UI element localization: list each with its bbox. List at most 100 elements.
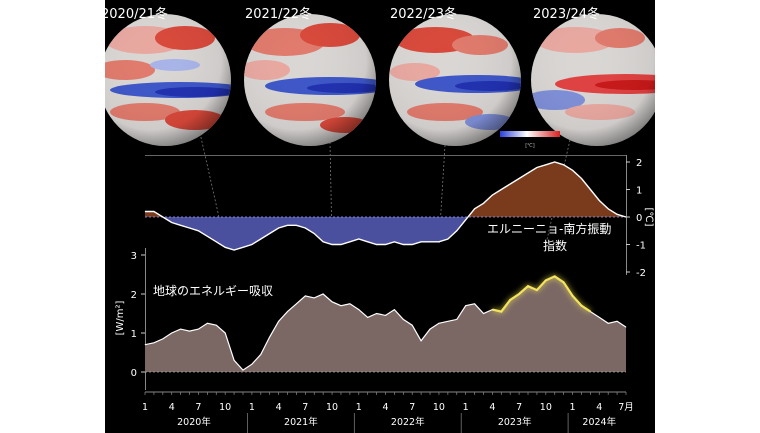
enso-point	[598, 200, 600, 201]
energy-point	[224, 332, 226, 334]
enso-point	[296, 224, 297, 226]
energy-point	[590, 311, 591, 312]
enso-point	[483, 202, 484, 204]
enso-point	[465, 219, 466, 221]
x-tick-label: 7	[302, 402, 308, 413]
enso-point	[260, 238, 262, 240]
energy-point	[598, 317, 600, 318]
x-tick-label: 1	[356, 402, 362, 413]
energy-point	[563, 282, 564, 283]
energy-point	[144, 344, 146, 346]
enso-point	[563, 164, 564, 166]
energy-point	[340, 305, 342, 307]
x-tick-label: 1	[249, 402, 255, 413]
energy-absorption-chart: 0 1 2 3 [W/m²] 地球のエネルギー吸収	[115, 248, 627, 390]
x-tick-label: 1	[142, 402, 148, 413]
globe-2023-24	[531, 14, 655, 146]
x-year-label: 2020年	[177, 416, 211, 428]
energy-point	[260, 354, 262, 355]
energy-point	[572, 295, 573, 297]
enso-point	[438, 241, 440, 243]
enso-point	[474, 208, 475, 210]
energy-point	[385, 315, 386, 316]
x-tick-label: 4	[169, 402, 175, 413]
x-year-label: 2024年	[582, 416, 616, 428]
energy-highlight-line	[492, 275, 592, 313]
energy-point	[376, 313, 377, 314]
colorbar-unit: [℃]	[525, 143, 535, 149]
energy-point	[625, 326, 627, 328]
enso-negative-area	[145, 217, 626, 250]
globe-maps: [℃]	[105, 14, 655, 149]
enso-point	[215, 241, 217, 243]
enso-point	[349, 241, 351, 243]
energy-point	[242, 369, 244, 371]
energy-ytick-label: 2	[131, 290, 137, 301]
x-year-label: 2021年	[284, 416, 318, 428]
enso-point	[153, 211, 155, 212]
energy-point	[162, 338, 164, 340]
energy-point	[474, 303, 475, 305]
enso-point	[278, 227, 279, 229]
enso-point	[509, 183, 511, 185]
enso-point	[251, 244, 253, 245]
energy-point	[278, 321, 279, 322]
colorbar: [℃]	[500, 131, 560, 149]
enso-ytick-label: -1	[636, 241, 646, 252]
x-tick-label: 10	[326, 402, 338, 413]
energy-point	[500, 311, 502, 312]
globe-2022-23	[389, 14, 521, 146]
energy-point	[313, 297, 315, 299]
enso-point	[429, 241, 431, 243]
enso-point	[456, 230, 458, 232]
energy-point	[198, 328, 199, 330]
enso-point	[500, 189, 502, 190]
globe-label-2021-22: 2021/22冬	[245, 7, 313, 22]
x-tick-label: 10	[219, 402, 231, 413]
x-tick-label: 10	[540, 402, 552, 413]
energy-point	[180, 328, 181, 330]
energy-point	[189, 330, 190, 332]
energy-point	[207, 322, 208, 324]
enso-point	[233, 249, 235, 251]
enso-point	[305, 227, 306, 229]
enso-point	[536, 167, 538, 168]
energy-point	[429, 328, 431, 330]
enso-positive-area	[145, 162, 626, 217]
energy-point	[305, 295, 306, 297]
enso-point	[376, 244, 377, 245]
energy-point	[233, 360, 235, 361]
energy-point	[153, 342, 155, 344]
energy-point	[536, 289, 538, 291]
globe-2020-21	[105, 14, 231, 146]
enso-title-line1: エルニーニョ-南方振動	[487, 221, 611, 236]
enso-point	[492, 194, 493, 196]
globe-connector-line	[438, 144, 446, 245]
energy-point	[251, 363, 253, 365]
energy-point	[581, 305, 582, 307]
globe-label-2023-24: 2023/24冬	[533, 7, 601, 22]
energy-point	[616, 321, 618, 322]
enso-point	[189, 227, 190, 229]
energy-ytick-label: 3	[131, 251, 137, 262]
energy-point	[349, 303, 351, 305]
energy-point	[456, 319, 458, 320]
enso-point	[242, 246, 244, 248]
x-tick-label: 7月	[618, 402, 634, 413]
enso-point	[198, 230, 199, 232]
energy-point	[545, 280, 547, 281]
enso-ytick-label: 2	[636, 158, 642, 169]
enso-point	[572, 169, 573, 171]
energy-point	[607, 322, 609, 324]
energy-point	[287, 311, 288, 312]
energy-point	[403, 319, 404, 320]
enso-point	[394, 241, 395, 243]
x-tick-label: 7	[195, 402, 201, 413]
enso-point	[331, 244, 333, 245]
enso-point	[180, 224, 181, 226]
energy-left-axis	[145, 248, 146, 390]
globe-label-2022-23: 2022/23冬	[390, 7, 458, 22]
